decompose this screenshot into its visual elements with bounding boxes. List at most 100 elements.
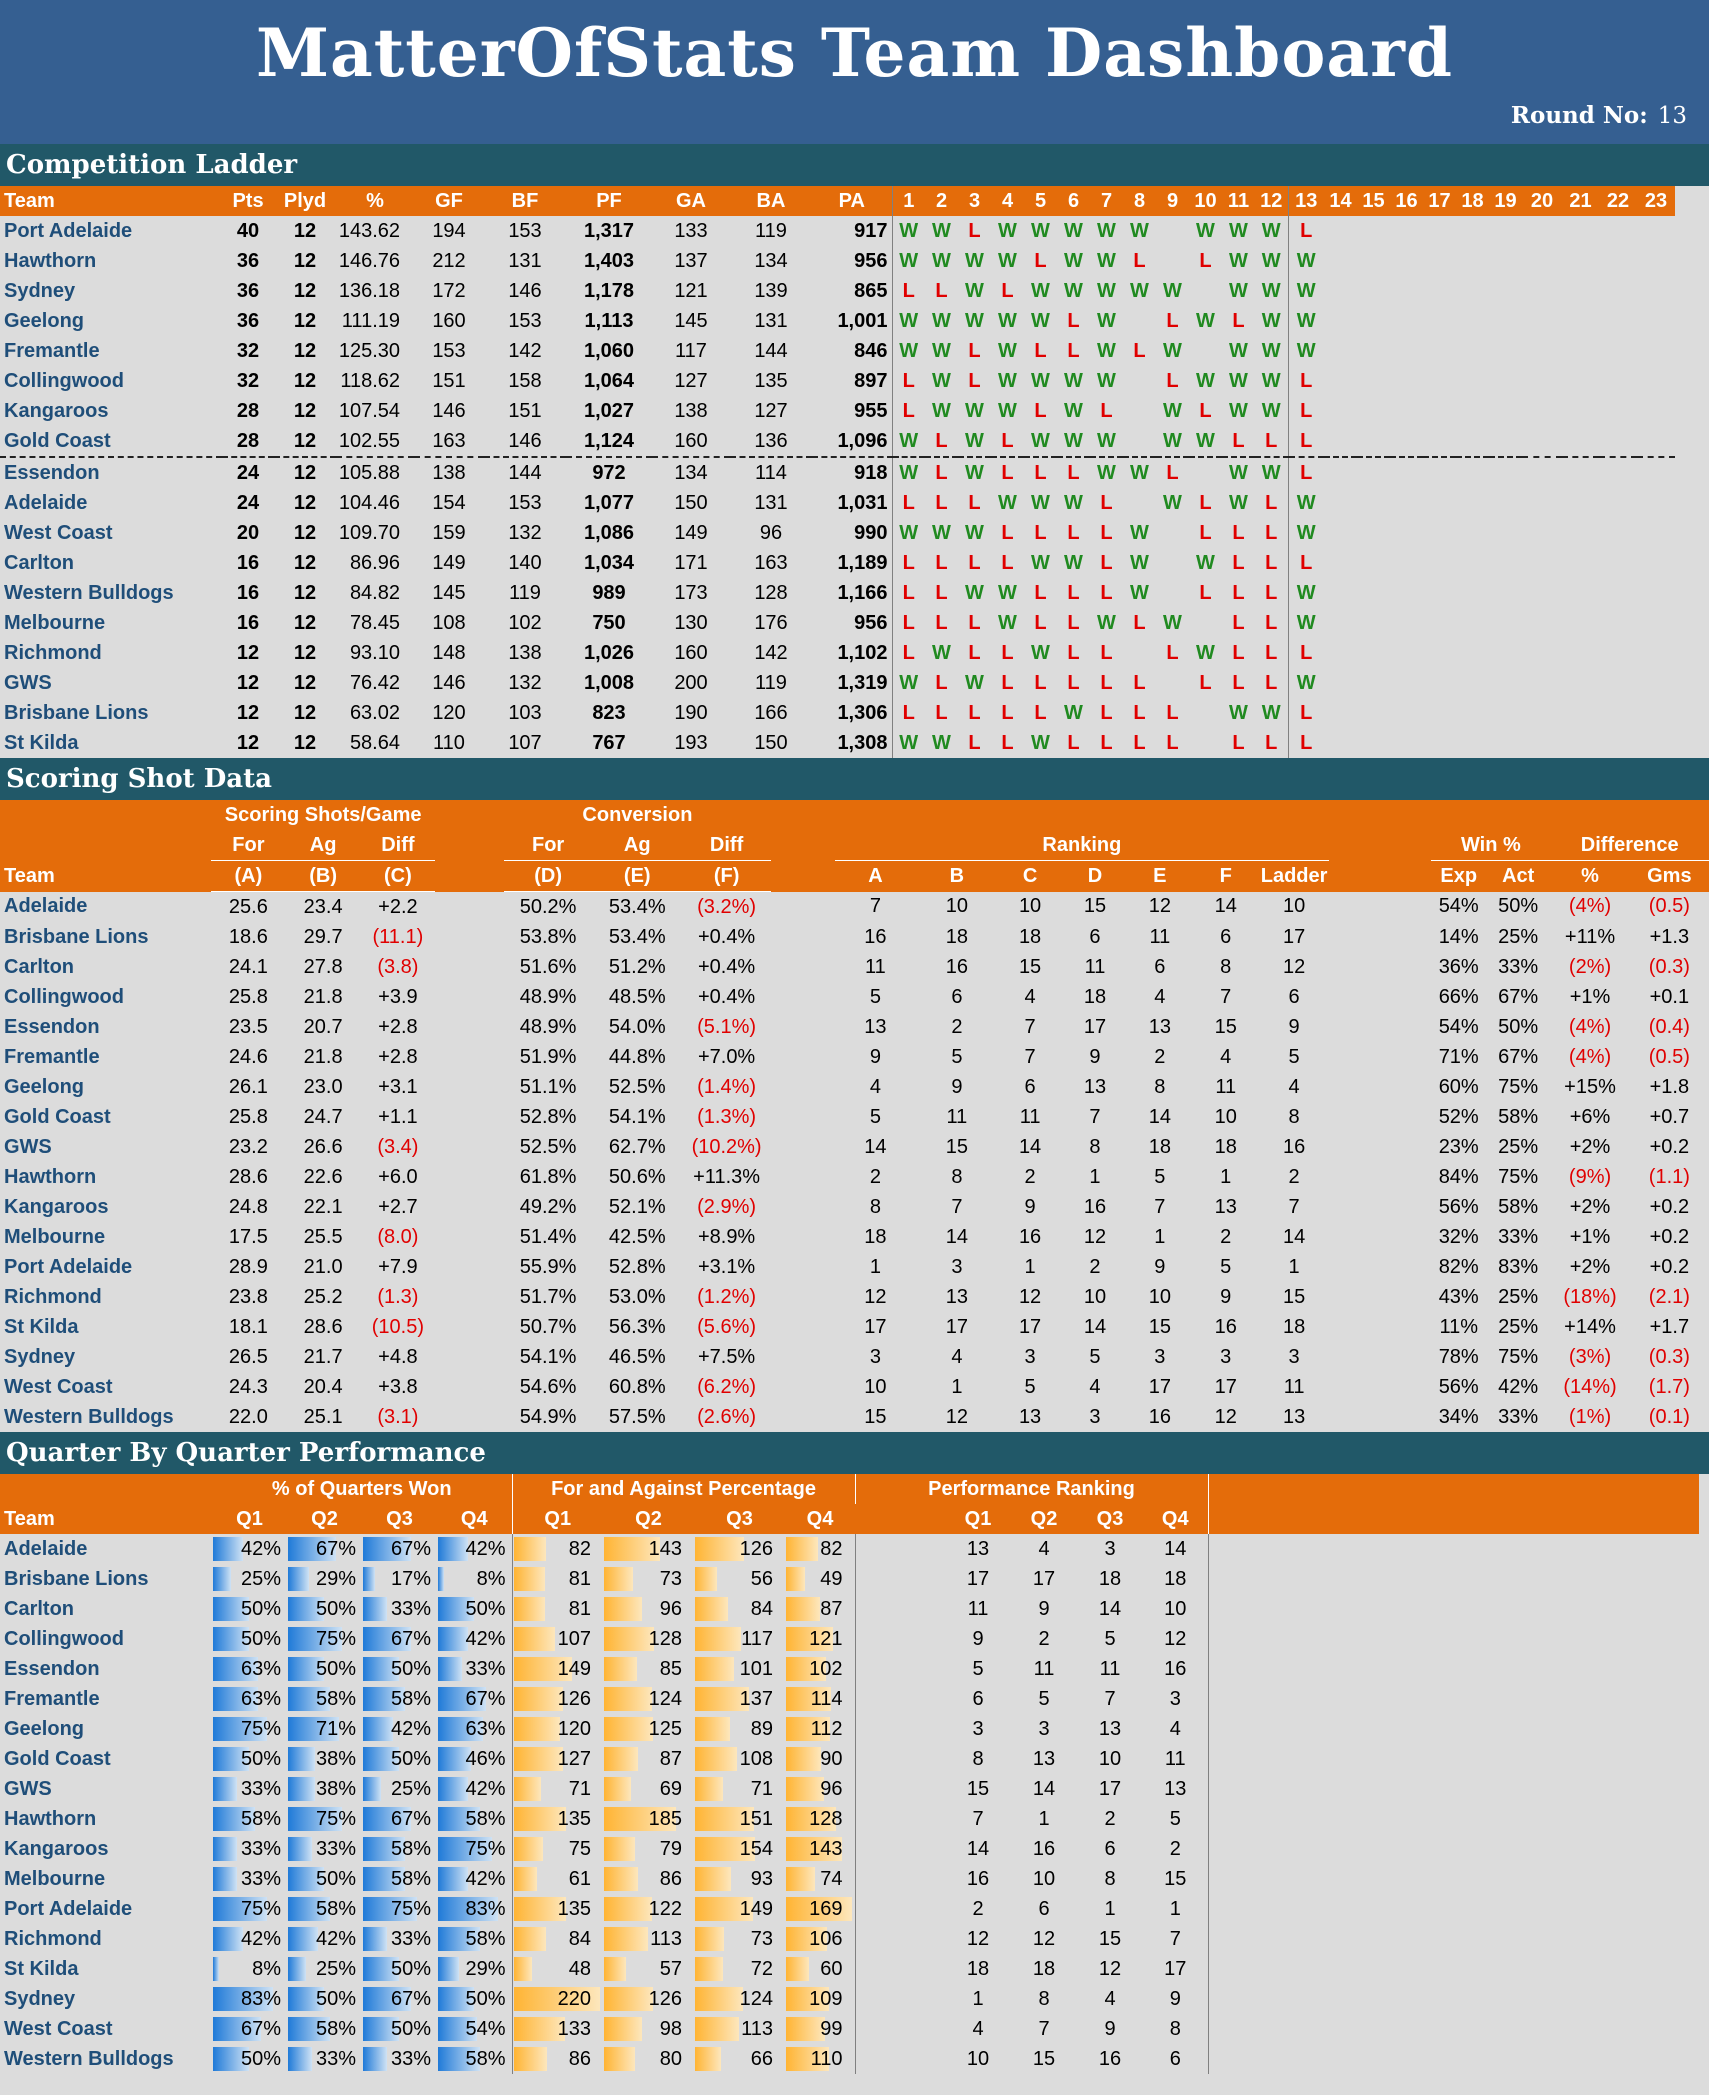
scoring-row: Western Bulldogs 22.0 25.1 (3.1) 54.9% 57.5%(… (0, 1402, 1709, 1432)
quarter-team-name: Brisbane Lions (4, 1567, 149, 1590)
ladder-result-round-14 (1324, 336, 1357, 366)
ladder-ga: 127 (674, 369, 708, 392)
performance-rank-q4: 17 (1164, 1957, 1187, 1980)
for-against-value: 61 (568, 1867, 591, 1890)
quarters-won-bar (213, 1837, 237, 1861)
ladder-header-round-14: 14 (1324, 186, 1357, 216)
scoring-team-name: Sydney (4, 1345, 76, 1368)
ladder-result-round-3: W (965, 249, 984, 272)
spacer (1329, 1252, 1431, 1282)
quarters-won-value: 63% (465, 1717, 506, 1740)
quarter-team-name: Geelong (4, 1717, 85, 1740)
ladder-result-round-4: W (998, 399, 1017, 422)
ladder-result-round-2: W (932, 641, 951, 664)
ladder-result-round-10 (1189, 336, 1222, 366)
quarters-won-q3: 50% (362, 2014, 437, 2044)
ranking-c: 11 (1019, 1105, 1041, 1128)
ladder-result-round-17 (1423, 488, 1456, 518)
ladder-result-round-12: W (1261, 701, 1281, 724)
ladder-result-round-17 (1423, 216, 1456, 246)
for-against-q2: 128 (603, 1624, 694, 1654)
ladder-header-pct: % (336, 186, 414, 216)
diff-pct: (14%) (1563, 1375, 1617, 1398)
ladder-result-round-3: W (965, 521, 984, 544)
ladder-ba: 150 (754, 731, 788, 754)
ladder-result-round-21 (1562, 216, 1599, 246)
ranking-d: 1 (1089, 1165, 1101, 1188)
ladder-pf: 1,403 (583, 249, 635, 272)
ladder-result-round-23 (1637, 638, 1675, 668)
ladder-team-name: Geelong (4, 309, 85, 332)
spacer (854, 1534, 945, 1564)
spacer (435, 860, 504, 892)
quarters-won-bar (288, 1897, 330, 1921)
ladder-result-round-6: W (1064, 219, 1083, 242)
ranking-c: 6 (1024, 1075, 1036, 1098)
for-against-q4: 112 (785, 1714, 855, 1744)
performance-rank-q4: 16 (1164, 1657, 1187, 1680)
for-against-q3: 84 (694, 1594, 785, 1624)
quarters-won-value: 50% (315, 1597, 356, 1620)
ranking-col-b: B (916, 860, 998, 892)
spacer (771, 1282, 834, 1312)
ranking-f: 7 (1220, 985, 1232, 1008)
for-against-q1: 120 (511, 1714, 603, 1744)
ladder-team-name: St Kilda (4, 731, 79, 754)
ladder-result-round-18 (1456, 426, 1489, 458)
scoring-b: 23.0 (303, 1075, 343, 1098)
win-act: 25% (1498, 925, 1539, 948)
ranking-e: 3 (1154, 1345, 1166, 1368)
ladder-result-round-16 (1390, 246, 1423, 276)
ladder-result-round-21 (1562, 396, 1599, 426)
conv-ag-header: Ag (592, 830, 682, 861)
ladder-result-round-7: L (1100, 701, 1113, 724)
conversion-e: 44.8% (608, 1045, 666, 1068)
diff-gms: (2.1) (1648, 1285, 1690, 1308)
ranking-c: 15 (1018, 955, 1042, 978)
for-against-bar (786, 1747, 822, 1771)
spacer (1207, 1834, 1699, 1864)
ladder-result-round-16 (1390, 488, 1423, 518)
ladder-result-round-22 (1599, 518, 1637, 548)
ladder-result-round-23 (1637, 518, 1675, 548)
quarters-won-bar (438, 1957, 459, 1981)
spacer (1329, 892, 1431, 923)
ladder-team-name: Essendon (4, 461, 100, 484)
ladder-result-round-7: L (1100, 399, 1113, 422)
ladder-result-round-18 (1456, 396, 1489, 426)
quarters-won-value: 67% (390, 1807, 431, 1830)
ranking-a: 5 (869, 985, 881, 1008)
conversion-e: 54.0% (608, 1015, 666, 1038)
ranking-a: 17 (864, 1315, 887, 1338)
ladder-team-name: Port Adelaide (4, 219, 133, 242)
ranking-f: 16 (1214, 1315, 1237, 1338)
ladder-result-round-21 (1562, 638, 1599, 668)
ladder-result-round-16 (1390, 518, 1423, 548)
scoring-a: 24.8 (228, 1195, 268, 1218)
for-against-value: 101 (739, 1657, 773, 1680)
quarters-won-value: 33% (390, 1927, 431, 1950)
for-against-value: 128 (648, 1627, 682, 1650)
quarters-won-bar (288, 1687, 330, 1711)
scoring-a: 23.5 (228, 1015, 268, 1038)
ranking-a: 2 (869, 1165, 881, 1188)
ladder-ga: 193 (674, 731, 708, 754)
ladder-pa: 955 (854, 399, 888, 422)
scoring-b: 23.4 (303, 895, 343, 918)
ranking-ladder: 15 (1282, 1285, 1306, 1308)
for-against-value: 72 (750, 1957, 773, 1980)
for-against-bar (695, 1777, 723, 1801)
spacer (854, 1564, 945, 1594)
ladder-result-round-20 (1522, 608, 1562, 638)
ladder-pts: 12 (236, 701, 260, 724)
ladder-result-round-4: W (998, 369, 1017, 392)
performance-rank-q1: 4 (972, 2017, 984, 2040)
ladder-result-round-6: L (1067, 581, 1080, 604)
scoring-c: +2.7 (378, 1195, 418, 1218)
scoring-team-name: Geelong (4, 1075, 85, 1098)
ladder-result-round-22 (1599, 216, 1637, 246)
ladder-result-round-16 (1390, 548, 1423, 578)
for-against-value: 66 (750, 2047, 773, 2070)
for-against-bar (604, 2047, 636, 2071)
for-against-bar (786, 1897, 853, 1921)
